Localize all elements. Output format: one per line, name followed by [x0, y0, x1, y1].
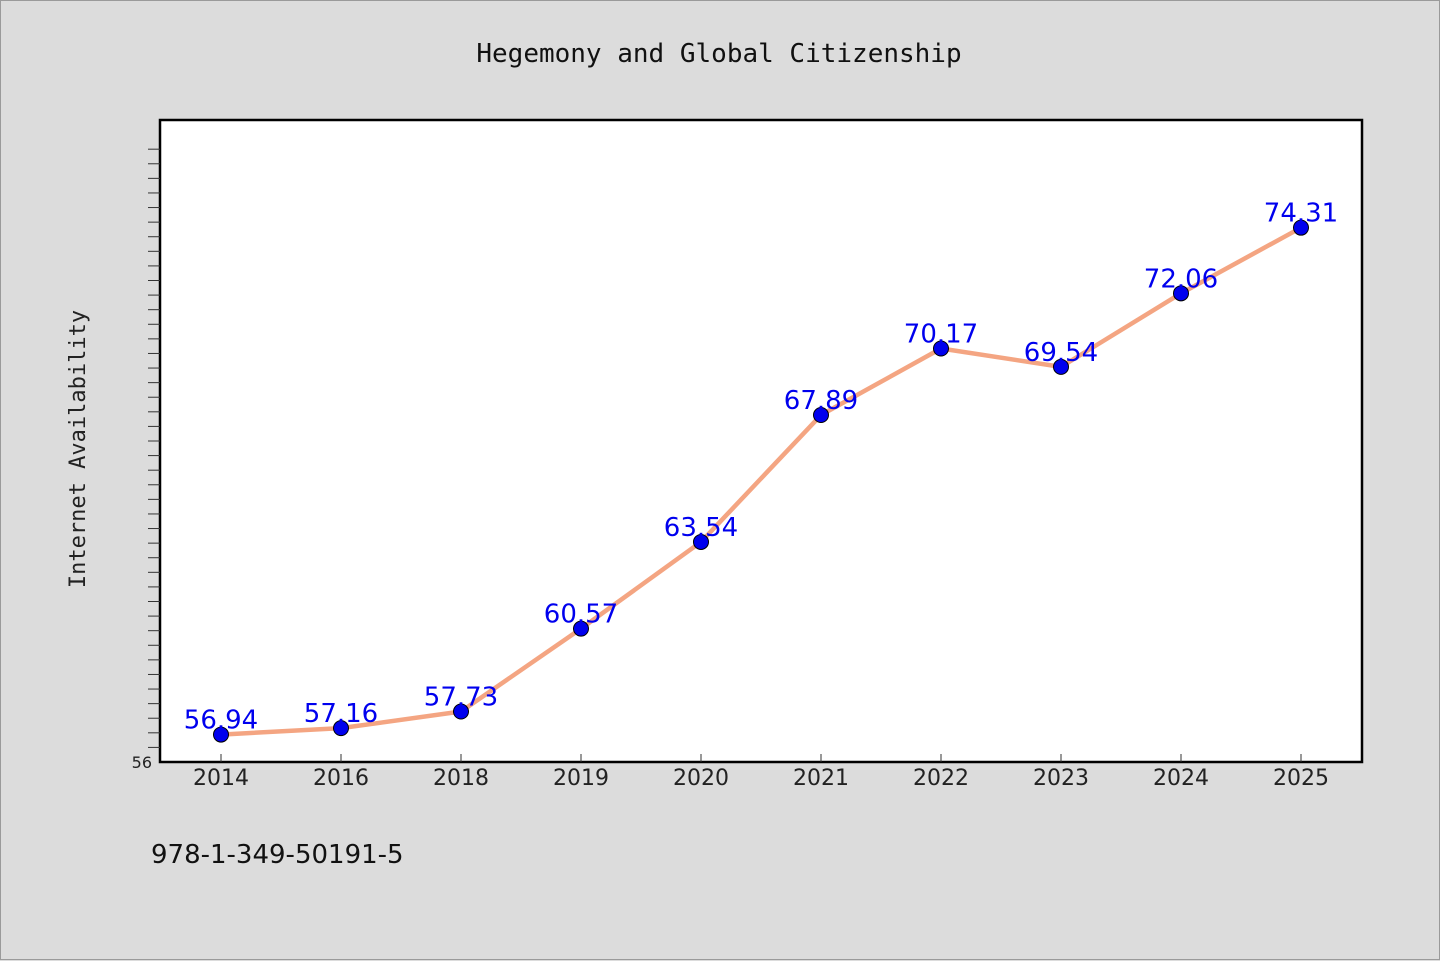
data-label: 63.54 — [664, 513, 738, 543]
x-axis-ticks: 2014 2016 2018 2019 2020 2021 2022 2023 2024 2025 — [193, 754, 1329, 791]
x-tick-label: 2019 — [553, 766, 609, 791]
x-tick-label: 2025 — [1273, 766, 1329, 791]
data-label: 60.57 — [544, 600, 618, 630]
series-line — [218, 225, 1304, 737]
data-point — [693, 533, 709, 550]
y-axis-ticks: 56 — [132, 148, 160, 772]
data-point — [573, 620, 589, 637]
data-label: 70.17 — [904, 319, 978, 349]
x-tick-label: 2021 — [793, 766, 849, 791]
y-tick-label: 56 — [132, 753, 152, 772]
data-point — [213, 726, 229, 743]
data-labels: 56.94 57.16 57.73 60.57 63.54 67.89 70.17 69.54… — [184, 199, 1338, 736]
x-tick-label: 2016 — [313, 766, 369, 791]
data-label: 56.94 — [184, 706, 258, 736]
data-point — [1053, 358, 1069, 375]
x-tick-label: 2014 — [193, 766, 249, 791]
data-label: 74.31 — [1264, 199, 1338, 229]
data-label: 67.89 — [784, 386, 858, 416]
data-point — [333, 720, 349, 737]
data-point — [813, 407, 829, 424]
y-axis-label: Internet Availability — [66, 310, 91, 588]
chart-title: Hegemony and Global Citizenship — [476, 39, 961, 69]
data-label: 57.73 — [424, 683, 498, 713]
data-point — [453, 703, 469, 720]
footer-note: 978-1-349-50191-5 — [151, 840, 404, 870]
data-point — [933, 340, 949, 357]
data-point — [1173, 285, 1189, 302]
x-tick-label: 2022 — [913, 766, 969, 791]
data-point — [1293, 219, 1309, 236]
x-tick-label: 2020 — [673, 766, 729, 791]
series-layer — [213, 219, 1309, 743]
x-tick-label: 2023 — [1033, 766, 1089, 791]
x-tick-label: 2018 — [433, 766, 489, 791]
x-tick-label: 2024 — [1153, 766, 1209, 791]
data-label: 72.06 — [1144, 264, 1218, 294]
data-label: 69.54 — [1024, 338, 1098, 368]
plot-area — [158, 118, 1364, 764]
data-label: 57.16 — [304, 699, 378, 729]
